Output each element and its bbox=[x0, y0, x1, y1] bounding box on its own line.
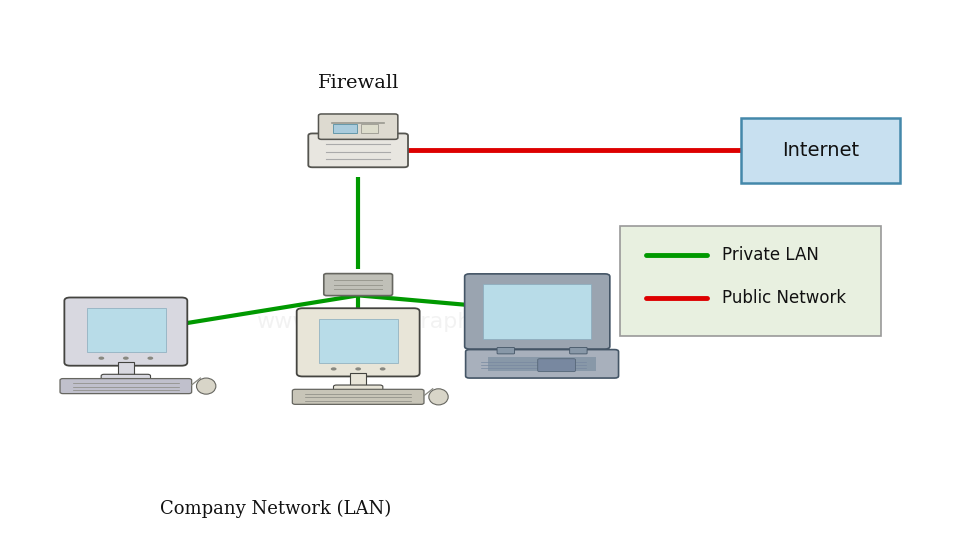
Ellipse shape bbox=[197, 378, 216, 394]
FancyBboxPatch shape bbox=[498, 347, 515, 354]
FancyBboxPatch shape bbox=[318, 114, 398, 140]
Circle shape bbox=[123, 357, 129, 360]
FancyBboxPatch shape bbox=[569, 347, 587, 354]
Ellipse shape bbox=[429, 389, 448, 405]
Circle shape bbox=[355, 367, 361, 371]
Text: Private LAN: Private LAN bbox=[722, 246, 819, 264]
FancyBboxPatch shape bbox=[360, 124, 378, 133]
Circle shape bbox=[147, 357, 153, 360]
FancyBboxPatch shape bbox=[538, 359, 576, 372]
FancyBboxPatch shape bbox=[483, 284, 591, 339]
FancyBboxPatch shape bbox=[60, 379, 192, 394]
FancyBboxPatch shape bbox=[292, 389, 424, 404]
Circle shape bbox=[99, 357, 105, 360]
FancyBboxPatch shape bbox=[296, 308, 420, 376]
FancyBboxPatch shape bbox=[319, 319, 399, 363]
Circle shape bbox=[331, 367, 337, 371]
Text: Firewall: Firewall bbox=[318, 74, 399, 92]
FancyBboxPatch shape bbox=[620, 226, 881, 336]
FancyBboxPatch shape bbox=[118, 362, 134, 376]
Text: www.networkgraphics.com: www.networkgraphics.com bbox=[257, 312, 557, 332]
FancyBboxPatch shape bbox=[741, 118, 900, 183]
FancyBboxPatch shape bbox=[64, 297, 188, 366]
FancyBboxPatch shape bbox=[465, 274, 610, 349]
Text: Public Network: Public Network bbox=[722, 289, 846, 307]
FancyBboxPatch shape bbox=[87, 308, 166, 352]
FancyBboxPatch shape bbox=[350, 373, 366, 387]
FancyBboxPatch shape bbox=[323, 274, 393, 295]
FancyBboxPatch shape bbox=[333, 385, 382, 395]
Text: Company Network (LAN): Company Network (LAN) bbox=[161, 500, 391, 518]
Circle shape bbox=[379, 367, 385, 371]
FancyBboxPatch shape bbox=[333, 124, 357, 133]
Text: Internet: Internet bbox=[782, 141, 859, 160]
FancyBboxPatch shape bbox=[102, 374, 151, 384]
FancyBboxPatch shape bbox=[466, 350, 619, 378]
FancyBboxPatch shape bbox=[488, 357, 596, 371]
FancyBboxPatch shape bbox=[308, 133, 408, 168]
